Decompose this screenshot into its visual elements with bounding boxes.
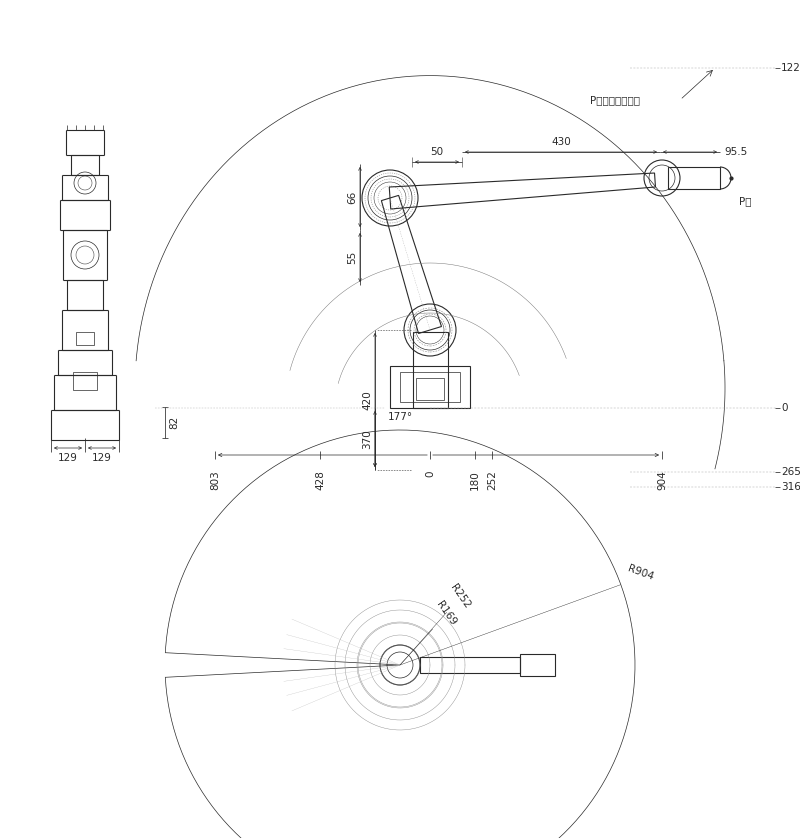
Text: 177°: 177°	[387, 412, 413, 422]
Text: 129: 129	[58, 453, 78, 463]
Text: 129: 129	[92, 453, 112, 463]
Text: 0: 0	[425, 470, 435, 477]
Text: R904: R904	[626, 563, 654, 582]
Bar	[73, 372, 97, 390]
Text: 803: 803	[210, 470, 220, 489]
Bar	[668, 167, 720, 189]
Text: 66: 66	[347, 190, 357, 204]
Text: 904: 904	[657, 470, 667, 489]
Text: P点: P点	[739, 196, 751, 206]
Text: 1224: 1224	[781, 63, 800, 73]
Text: 265: 265	[781, 467, 800, 477]
Bar	[420, 657, 520, 673]
Text: 180: 180	[470, 470, 480, 489]
Text: 55: 55	[347, 251, 357, 264]
Bar	[416, 378, 444, 400]
Text: 430: 430	[551, 137, 571, 147]
Bar	[400, 372, 460, 402]
Text: R252: R252	[449, 582, 473, 610]
Text: 50: 50	[430, 147, 443, 157]
Text: 0: 0	[781, 403, 787, 413]
Bar	[390, 366, 470, 408]
Bar	[76, 332, 94, 345]
Text: P点最大运动范围: P点最大运动范围	[590, 95, 640, 105]
Bar	[520, 654, 555, 676]
Text: 428: 428	[315, 470, 325, 490]
Bar	[413, 332, 447, 408]
Text: R169: R169	[434, 599, 458, 627]
Text: 252: 252	[487, 470, 497, 490]
Text: 82: 82	[169, 416, 179, 429]
Text: 370: 370	[362, 429, 372, 449]
Text: 95.5: 95.5	[724, 147, 747, 157]
Text: 316: 316	[781, 482, 800, 492]
Text: 420: 420	[362, 391, 372, 410]
